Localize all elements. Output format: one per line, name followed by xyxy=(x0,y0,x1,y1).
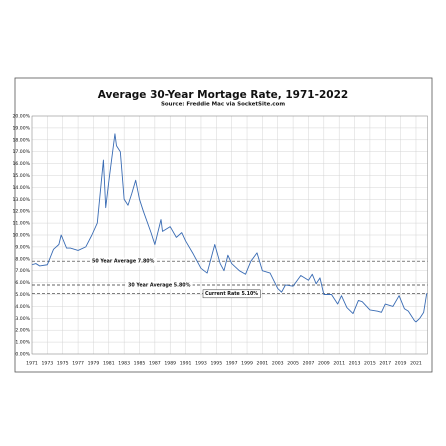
x-tick-label: 2007 xyxy=(303,361,315,367)
chart-subtitle: Source: Freddie Mac via SocketSite.com xyxy=(161,102,285,108)
x-tick-label: 1971 xyxy=(26,361,38,367)
x-tick-label: 1977 xyxy=(72,361,84,367)
y-tick-label: 11.00% xyxy=(12,221,30,227)
chart-border xyxy=(14,77,433,373)
reference-label: 50 Year Average 7.80% xyxy=(92,259,155,265)
x-tick-label: 2001 xyxy=(257,361,269,367)
x-tick-label: 2003 xyxy=(272,361,284,367)
y-tick-label: 9.00% xyxy=(15,244,30,250)
y-tick-label: 0.00% xyxy=(15,352,30,358)
y-tick-label: 13.00% xyxy=(12,197,30,203)
x-tick-label: 1991 xyxy=(180,361,192,367)
x-tick-label: 1997 xyxy=(226,361,238,367)
y-tick-label: 10.00% xyxy=(12,233,30,239)
chart-title: Average 30-Year Mortage Rate, 1971-2022 xyxy=(98,89,348,101)
y-tick-label: 1.00% xyxy=(15,340,30,346)
data-line xyxy=(31,133,428,323)
x-tick-label: 1995 xyxy=(210,361,222,367)
reference-label-bg xyxy=(202,289,261,299)
y-tick-label: 4.00% xyxy=(15,304,30,310)
x-tick-label: 2013 xyxy=(349,361,361,367)
plot-frame xyxy=(31,115,428,355)
y-tick-label: 20.00% xyxy=(12,114,30,120)
y-tick-label: 18.00% xyxy=(12,137,30,143)
y-tick-label: 3.00% xyxy=(15,316,30,322)
reference-label-bg xyxy=(126,281,193,290)
x-tick-label: 1989 xyxy=(164,361,176,367)
y-tick-label: 5.00% xyxy=(15,292,30,298)
x-tick-label: 2017 xyxy=(379,361,391,367)
x-tick-label: 2015 xyxy=(364,361,376,367)
x-tick-label: 2005 xyxy=(287,361,299,367)
y-tick-label: 6.00% xyxy=(15,280,30,286)
x-tick-label: 1993 xyxy=(195,361,207,367)
x-tick-label: 2009 xyxy=(318,361,330,367)
y-tick-label: 17.00% xyxy=(12,149,30,155)
reference-label: Current Rate 5.10% xyxy=(205,291,258,297)
x-tick-label: 1999 xyxy=(241,361,253,367)
y-tick-label: 16.00% xyxy=(12,161,30,167)
y-tick-label: 8.00% xyxy=(15,256,30,262)
y-tick-label: 12.00% xyxy=(12,209,30,215)
x-tick-label: 1973 xyxy=(42,361,54,367)
x-tick-label: 1985 xyxy=(134,361,146,367)
reference-label: 30 Year Average 5.80% xyxy=(128,282,191,288)
y-tick-label: 14.00% xyxy=(12,185,30,191)
x-tick-label: 1983 xyxy=(118,361,130,367)
x-tick-label: 2011 xyxy=(333,361,345,367)
reference-label-bg xyxy=(90,257,157,266)
y-tick-label: 2.00% xyxy=(15,328,30,334)
x-tick-label: 1975 xyxy=(57,361,69,367)
y-tick-label: 15.00% xyxy=(12,173,30,179)
x-tick-label: 1979 xyxy=(88,361,100,367)
x-tick-label: 2019 xyxy=(395,361,407,367)
x-tick-label: 1987 xyxy=(149,361,161,367)
x-tick-label: 2021 xyxy=(410,361,422,367)
y-tick-label: 7.00% xyxy=(15,268,30,274)
x-tick-label: 1981 xyxy=(103,361,115,367)
y-tick-label: 19.00% xyxy=(12,125,30,131)
